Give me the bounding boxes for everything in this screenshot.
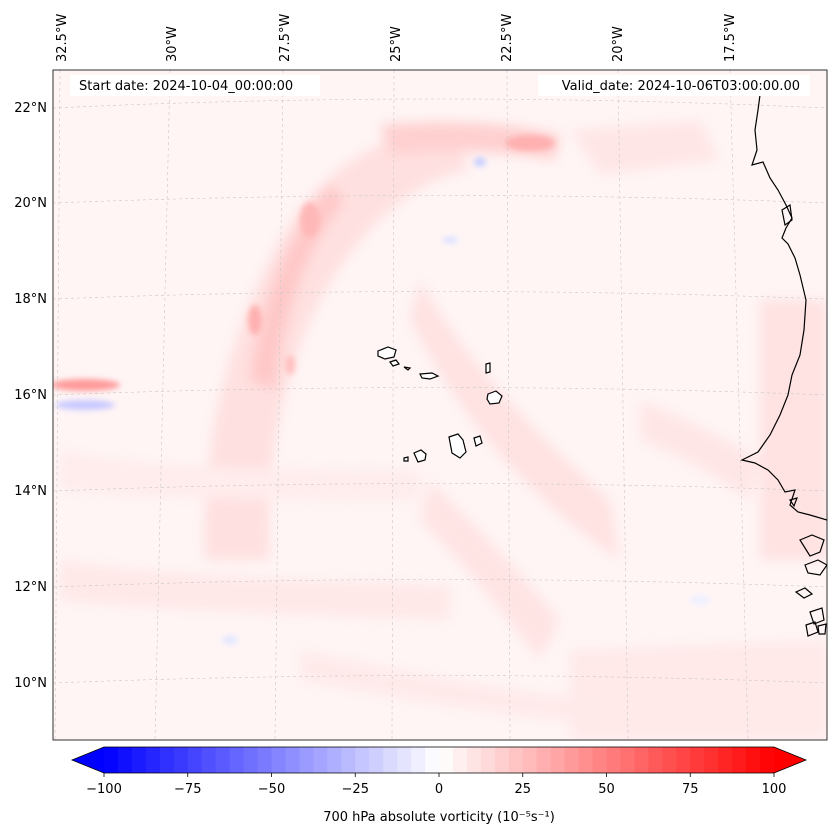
colorbar-segment	[369, 747, 384, 773]
colorbar-tick-label: 75	[682, 782, 699, 797]
lat-label: 20°N	[14, 196, 47, 211]
colorbar-segment	[355, 747, 370, 773]
colorbar-segment	[620, 747, 635, 773]
colorbar-segment	[564, 747, 580, 773]
colorbar-segment	[257, 747, 272, 773]
lon-label: 30°W	[165, 26, 180, 62]
colorbar-segment	[159, 747, 175, 773]
colorbar: −100 −75 −50 −25 0 25 50 75 100 700 hPa absolute…	[70, 746, 808, 825]
colorbar-segment	[606, 747, 621, 773]
lon-label: 27.5°W	[278, 14, 293, 62]
colorbar-segment	[662, 747, 677, 773]
colorbar-segment	[117, 747, 133, 773]
colorbar-segment	[550, 747, 566, 773]
map-frame	[52, 69, 828, 741]
lat-label: 18°N	[14, 292, 47, 307]
colorbar-tick-label: 50	[598, 782, 615, 797]
colorbar-label: 700 hPa absolute vorticity (10⁻⁵s⁻¹)	[323, 810, 555, 825]
colorbar-segment	[285, 747, 300, 773]
colorbar-segment	[480, 747, 496, 773]
lat-label: 14°N	[14, 484, 47, 499]
colorbar-segment	[439, 747, 454, 773]
colorbar-segment	[578, 747, 594, 773]
colorbar-segment	[452, 747, 468, 773]
valid-date-box	[538, 75, 810, 96]
start-date-box	[70, 75, 320, 96]
colorbar-ticks: −100 −75 −50 −25 0 25 50 75 100	[86, 773, 786, 797]
colorbar-segment	[704, 747, 719, 773]
colorbar-segment	[229, 747, 245, 773]
colorbar-segment	[466, 747, 482, 773]
start-date-label: Start date: 2024-10-04_00:00:00	[79, 79, 293, 94]
colorbar-tick-label: 100	[762, 782, 787, 797]
colorbar-segment	[634, 747, 649, 773]
colorbar-segment	[732, 747, 747, 773]
graticule	[53, 70, 827, 740]
colorbar-segment	[187, 747, 203, 773]
latitude-labels: 22°N 20°N 18°N 16°N 14°N 12°N 10°N	[14, 101, 47, 691]
longitude-labels: 32.5°W 30°W 27.5°W 25°W 22.5°W 20°W 17.5…	[55, 14, 738, 62]
vorticity-cores	[53, 135, 710, 645]
colorbar-segment	[397, 747, 412, 773]
colorbar-segment	[760, 747, 775, 773]
colorbar-segment	[271, 747, 286, 773]
colorbar-segment	[592, 747, 607, 773]
colorbar-segment	[508, 747, 524, 773]
colorbar-segment	[341, 747, 356, 773]
colorbar-segment	[383, 747, 398, 773]
map-panel	[53, 70, 827, 740]
colorbar-segment	[676, 747, 691, 773]
colorbar-tick-label: −25	[342, 782, 369, 797]
colorbar-segment	[145, 747, 161, 773]
colorbar-segment	[131, 747, 147, 773]
colorbar-segment	[718, 747, 733, 773]
vorticity-shading	[60, 120, 827, 740]
colorbar-segment	[215, 747, 231, 773]
african-coastline	[740, 94, 827, 637]
colorbar-segment	[201, 747, 217, 773]
colorbar-segment	[690, 747, 705, 773]
colorbar-segment	[536, 747, 552, 773]
colorbar-min-extension	[72, 747, 104, 773]
colorbar-segment	[327, 747, 342, 773]
colorbar-segment	[411, 747, 426, 773]
valid-date-label: Valid_date: 2024-10-06T03:00:00.00	[562, 79, 800, 94]
colorbar-max-extension	[774, 747, 806, 773]
colorbar-segments	[104, 747, 775, 773]
colorbar-segment	[746, 747, 761, 773]
lat-label: 16°N	[14, 388, 47, 403]
colorbar-segment	[243, 747, 259, 773]
lat-label: 10°N	[14, 676, 47, 691]
lon-label: 17.5°W	[723, 14, 738, 62]
colorbar-tick-label: −100	[86, 782, 122, 797]
colorbar-tick-label: −75	[174, 782, 201, 797]
lon-label: 32.5°W	[55, 14, 70, 62]
colorbar-segment	[173, 747, 189, 773]
lon-label: 22.5°W	[500, 14, 515, 62]
lat-label: 22°N	[14, 101, 47, 116]
colorbar-segment	[522, 747, 538, 773]
colorbar-segment	[313, 747, 328, 773]
lon-label: 20°W	[611, 26, 626, 62]
colorbar-segment	[104, 747, 119, 773]
colorbar-tick-label: −50	[258, 782, 285, 797]
lon-label: 25°W	[389, 26, 404, 62]
map-background	[53, 70, 827, 740]
cabo-verde-islands	[377, 346, 503, 463]
colorbar-tick-label: 0	[435, 782, 443, 797]
colorbar-segment	[299, 747, 314, 773]
colorbar-segment	[648, 747, 663, 773]
colorbar-segment	[494, 747, 510, 773]
colorbar-segment	[425, 747, 440, 773]
colorbar-tick-label: 25	[514, 782, 531, 797]
lat-label: 12°N	[14, 580, 47, 595]
